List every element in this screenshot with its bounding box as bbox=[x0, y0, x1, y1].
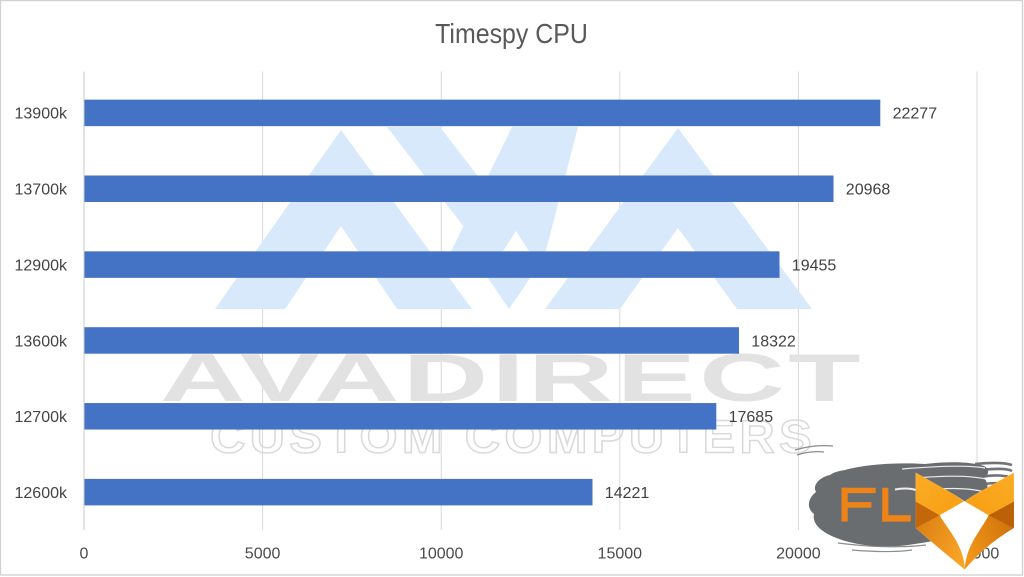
svg-text:13900k: 13900k bbox=[15, 106, 68, 123]
svg-text:15000: 15000 bbox=[598, 545, 643, 562]
svg-text:18322: 18322 bbox=[751, 333, 796, 350]
svg-text:17685: 17685 bbox=[729, 409, 774, 426]
svg-text:Timespy CPU: Timespy CPU bbox=[435, 18, 588, 50]
svg-text:10000: 10000 bbox=[419, 545, 464, 562]
svg-text:14221: 14221 bbox=[605, 485, 650, 502]
svg-text:19455: 19455 bbox=[792, 257, 837, 274]
svg-text:12900k: 12900k bbox=[15, 257, 68, 274]
svg-text:0: 0 bbox=[80, 545, 89, 562]
svg-text:12600k: 12600k bbox=[15, 485, 68, 502]
svg-text:22277: 22277 bbox=[893, 106, 938, 123]
svg-text:20968: 20968 bbox=[846, 182, 891, 199]
svg-text:13600k: 13600k bbox=[15, 333, 68, 350]
svg-text:12700k: 12700k bbox=[15, 409, 68, 426]
svg-text:20000: 20000 bbox=[776, 545, 821, 562]
svg-text:5000: 5000 bbox=[245, 545, 281, 562]
svg-text:13700k: 13700k bbox=[15, 182, 68, 199]
